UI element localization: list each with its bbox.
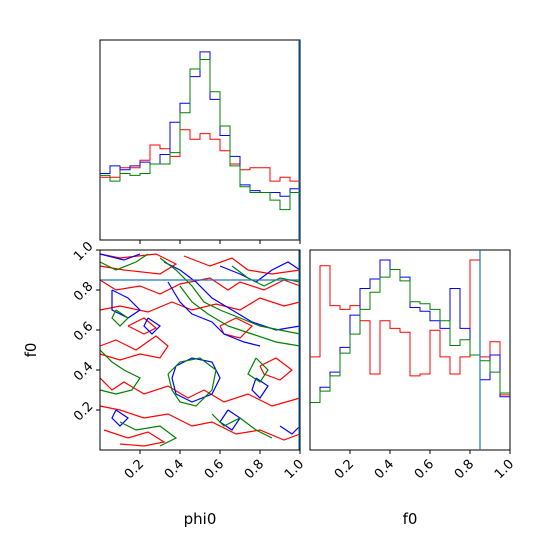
contour-run_c-7 (211, 413, 273, 439)
contour-run_a-6 (99, 405, 301, 441)
contour-x-tick-label-4: 1.0 (282, 457, 307, 482)
contour-run_b-4 (111, 289, 141, 319)
x-axis-label-phi0: phi0 (184, 510, 217, 528)
hist-f0-frame (309, 249, 511, 451)
contour-run_c-5 (167, 357, 217, 407)
contour-run_a-1 (183, 255, 301, 275)
contour-run_a-0 (99, 253, 178, 275)
contour-run_c-2 (179, 285, 301, 347)
contour-run_c-8 (247, 357, 269, 383)
contour-run_c-0 (99, 253, 149, 271)
contour-y-tick-label-0: 0.2 (71, 399, 96, 424)
hist-f0-run_c-line (310, 269, 510, 403)
hist-f0-x-tick-label-0: 0.2 (332, 457, 357, 482)
hist-f0-x-tick-label-4: 1.0 (492, 457, 517, 482)
hist-f0-x-tick-label-3: 0.8 (452, 457, 477, 482)
contour-run_b-10 (279, 425, 301, 435)
contour-run_a-4 (99, 335, 169, 361)
contour-y-tick-label-1: 0.4 (71, 359, 96, 384)
contour-run_a-10 (259, 357, 293, 381)
hist-f0-x-tick-label-2: 0.6 (412, 457, 437, 482)
contour-x-tick-label-3: 0.8 (242, 457, 267, 482)
contour-run_c-9 (111, 309, 129, 327)
contour-x-tick-label-2: 0.6 (202, 457, 227, 482)
contour-run_c-1 (159, 257, 301, 335)
contour-run_a-9 (127, 317, 158, 335)
contour-run_b-8 (251, 377, 269, 399)
contour-run_c-4 (99, 349, 141, 395)
contour-run_b-0 (99, 253, 141, 261)
contour-run_a-5 (99, 377, 301, 407)
contour-run_a-2 (99, 277, 301, 295)
contour-x-tick-label-0: 0.2 (122, 457, 147, 482)
hist-f0-run_a-line (310, 259, 510, 396)
contour-run_b-3 (219, 261, 301, 283)
contour-y-tick-label-2: 0.6 (71, 319, 96, 344)
contour-run_a-3 (99, 297, 301, 313)
hist-phi0-run_a-line (100, 129, 300, 182)
contour-frame (99, 249, 301, 451)
hist-phi0-run_c-line (100, 59, 300, 211)
contour-run_c-3 (231, 265, 301, 287)
hist-phi0-panel (99, 39, 301, 244)
contour-run_a-7 (103, 429, 166, 447)
hist-f0-x-tick-label-1: 0.4 (372, 457, 397, 482)
contour-run_b-2 (167, 281, 261, 347)
contour-y-tick-label-4: 1.0 (71, 239, 96, 264)
contour-run_b-7 (219, 409, 241, 431)
contour-x-tick-label-1: 0.4 (162, 457, 187, 482)
hist-f0-panel: 0.2 0.4 0.6 0.8 1.0 (309, 249, 517, 482)
contour-run_c-6 (119, 421, 178, 447)
hist-phi0-run_b-line (100, 51, 300, 197)
hist-phi0-frame (99, 39, 301, 241)
contour-panel: 0.2 0.4 0.6 0.8 1.0 0.2 0.4 0.6 0.8 1.0 (71, 239, 307, 482)
contour-run_b-5 (143, 317, 161, 335)
x-axis-label-f0: f0 (403, 510, 418, 528)
contour-run_b-6 (171, 357, 221, 403)
y-axis-label-f0: f0 (22, 343, 40, 358)
contour-y-tick-label-3: 0.8 (71, 279, 96, 304)
contour-run_b-9 (111, 409, 129, 427)
